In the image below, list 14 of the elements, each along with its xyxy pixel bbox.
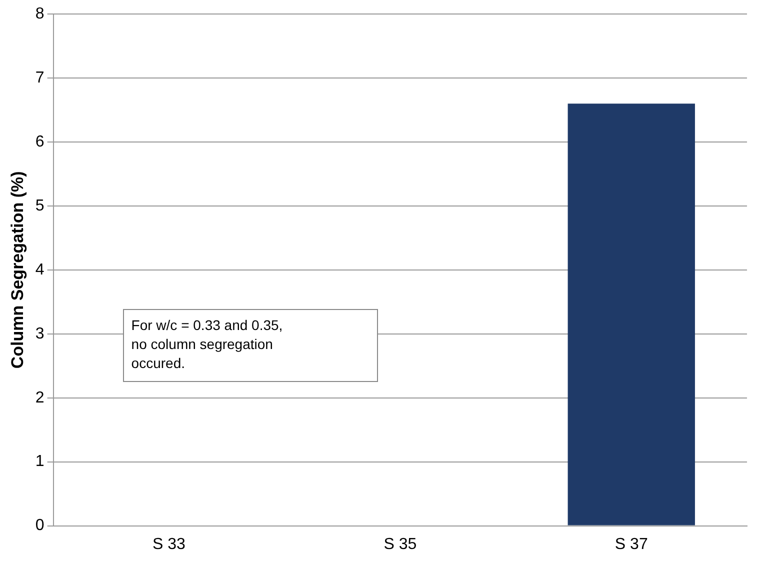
y-tick-label: 0 bbox=[35, 517, 44, 534]
x-tick-label: S 37 bbox=[614, 536, 648, 553]
y-tick-label: 1 bbox=[35, 453, 44, 470]
y-tick-label: 3 bbox=[35, 325, 44, 342]
y-axis-title: Column Segregation (%) bbox=[8, 171, 27, 369]
note-box: For w/c = 0.33 and 0.35, no column segregation occured. bbox=[123, 309, 378, 382]
x-tick-label: S 35 bbox=[384, 536, 417, 553]
y-tick-label: 2 bbox=[35, 389, 44, 406]
y-tick-label: 8 bbox=[35, 5, 44, 22]
y-tick-label: 7 bbox=[35, 69, 44, 86]
y-tick-label: 4 bbox=[35, 261, 44, 278]
y-tick-label: 6 bbox=[35, 133, 44, 150]
x-tick-label: S 33 bbox=[152, 536, 186, 553]
y-tick-label: 5 bbox=[35, 197, 44, 214]
